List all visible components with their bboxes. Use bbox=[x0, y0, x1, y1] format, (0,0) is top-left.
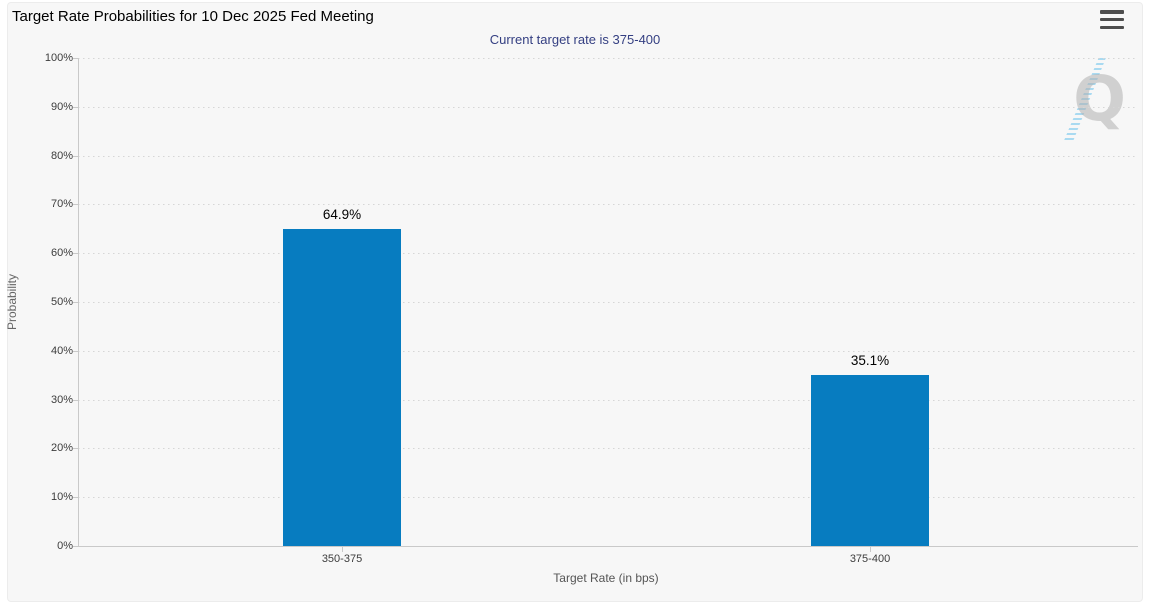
y-gridline bbox=[78, 302, 1138, 303]
y-gridline bbox=[78, 350, 1138, 352]
y-tick-mark bbox=[73, 253, 78, 255]
y-tick-mark bbox=[73, 497, 78, 499]
y-tick-label: 80% bbox=[50, 149, 73, 162]
y-gridline bbox=[78, 399, 1138, 401]
y-tick-mark bbox=[73, 546, 78, 547]
y-tick-label: 10% bbox=[50, 491, 73, 504]
y-tick-label: 90% bbox=[50, 100, 73, 113]
y-gridline bbox=[78, 155, 1138, 157]
y-tick-label: 0% bbox=[57, 540, 73, 552]
y-tick-label: 20% bbox=[50, 442, 73, 455]
y-tick-label: 50% bbox=[50, 296, 73, 308]
y-tick-mark bbox=[73, 302, 78, 303]
chart-subtitle: Current target rate is 375-400 bbox=[489, 32, 661, 47]
hamburger-bar bbox=[1100, 10, 1124, 14]
hamburger-bar bbox=[1100, 17, 1124, 22]
y-gridline bbox=[78, 448, 1138, 450]
y-tick-label: 70% bbox=[50, 198, 73, 211]
y-tick-mark bbox=[73, 204, 78, 206]
y-tick-mark bbox=[73, 58, 78, 59]
y-tick-label: 30% bbox=[50, 393, 73, 406]
y-axis-line bbox=[78, 58, 79, 546]
x-category-label: 375-400 bbox=[849, 553, 891, 565]
x-tick-mark bbox=[870, 546, 871, 552]
y-gridline bbox=[78, 497, 1138, 499]
x-axis-line bbox=[78, 546, 1138, 547]
y-tick-mark bbox=[73, 399, 78, 401]
x-category-label: 350-375 bbox=[321, 553, 363, 565]
y-tick-mark bbox=[73, 448, 78, 450]
y-gridline bbox=[78, 204, 1138, 206]
hamburger-menu-icon[interactable] bbox=[1100, 10, 1124, 29]
y-tick-label: 40% bbox=[50, 344, 73, 357]
bar-value-label: 35.1% bbox=[850, 352, 890, 368]
y-tick-mark bbox=[73, 155, 78, 157]
y-gridline bbox=[78, 106, 1138, 108]
xaxis-title: Target Rate (in bps) bbox=[553, 571, 659, 585]
y-tick-mark bbox=[73, 350, 78, 352]
y-tick-mark bbox=[73, 106, 78, 108]
probability-bar[interactable] bbox=[283, 229, 401, 546]
y-gridline bbox=[78, 58, 1138, 59]
chart-title: Target Rate Probabilities for 10 Dec 202… bbox=[12, 8, 374, 25]
y-gridline bbox=[78, 253, 1138, 255]
y-tick-label: 100% bbox=[44, 52, 73, 64]
y-tick-label: 60% bbox=[50, 247, 73, 260]
hamburger-bar bbox=[1100, 25, 1124, 29]
bar-value-label: 64.9% bbox=[322, 207, 362, 223]
x-tick-mark bbox=[342, 546, 343, 552]
probability-bar[interactable] bbox=[811, 374, 929, 546]
